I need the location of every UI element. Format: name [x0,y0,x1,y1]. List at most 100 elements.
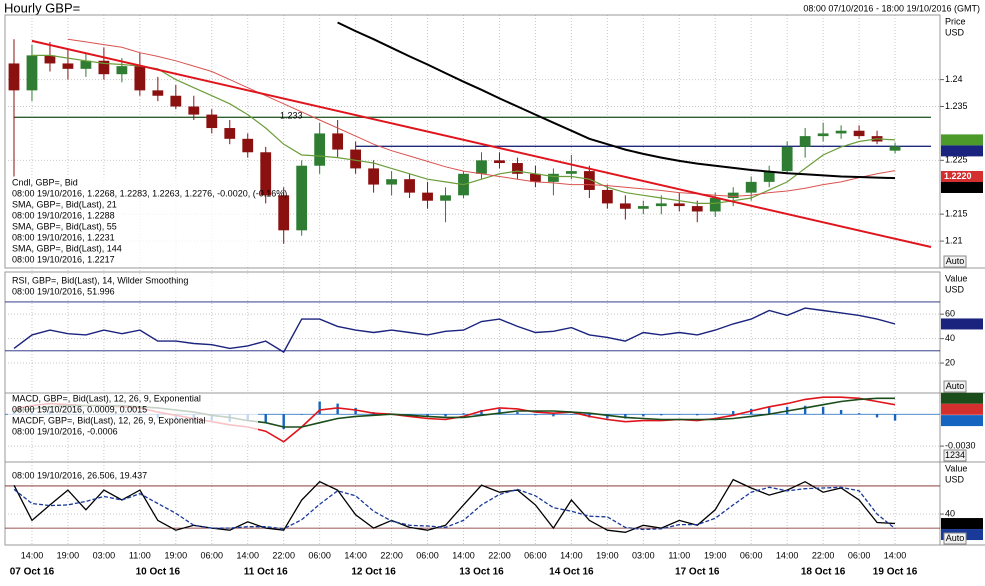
histogram-bar [264,414,267,423]
y-tick-label: 1.225 [945,155,968,165]
value-box [941,518,983,530]
legend-backdrop [8,232,258,244]
legend-text: Cndl, GBP=, Bid [12,177,78,187]
y-tick-label: 1.215 [945,209,968,219]
value-box [941,134,983,146]
candle-body [152,90,164,96]
legend-backdrop [8,470,258,482]
candle-body [799,136,811,147]
date-label: 12 Oct 16 [351,567,396,578]
histogram-bar [893,414,897,421]
y-axis-label: USD [945,474,965,484]
histogram-bar [606,414,609,419]
histogram-bar [875,414,879,418]
legend-text: 08:00 19/10/2016, 0.0009, 0.0015 [12,404,147,414]
x-tick-label: 14:00 [236,550,259,560]
histogram-bar [839,409,843,415]
scale-button-label: Auto [946,381,965,391]
y-tick-label: 40 [945,508,955,518]
candle-body [80,60,92,69]
histogram-bar [552,414,555,417]
candle-body [44,55,56,64]
legend-backdrop [8,177,258,189]
panel-frame [4,461,941,546]
legend-backdrop [8,210,258,222]
candle-body [260,152,272,196]
value-box [941,415,983,427]
trend-line [31,39,932,248]
series-line [13,307,896,354]
x-tick-label: 06:00 [848,550,871,560]
candle-body [386,179,397,185]
histogram-bar [534,414,537,416]
scale-button [943,449,967,462]
date-label: 13 Oct 16 [459,567,504,578]
legend-text: MACD, GBP=, Bid(Last), 12, 26, 9, Expone… [12,393,201,403]
histogram-bar [803,405,807,415]
candle-body [763,171,775,182]
candle-body [835,130,847,134]
candle-body [619,203,631,209]
legend-text: RSI, GBP=, Bid(Last), 14, Wilder Smoothi… [12,275,188,285]
date-label: 14 Oct 16 [549,567,594,578]
x-tick-label: 19:00 [704,550,727,560]
y-tick-label: 60 [945,309,955,319]
candle-body [530,173,541,182]
value-box [941,392,983,404]
candle-body [8,63,20,91]
x-tick-label: 06:00 [524,550,547,560]
legend-text: SMA, GBP=, Bid(Last), 55 [12,221,117,231]
x-tick-label: 14:00 [776,550,799,560]
legend-backdrop [8,275,258,287]
histogram-bar [696,414,699,416]
legend-backdrop [8,199,258,211]
candle-body [404,179,415,193]
legend-backdrop [8,404,258,416]
histogram-bar [821,406,825,415]
candle-body [314,133,326,166]
date-label: 19 Oct 16 [873,567,918,578]
candle-body [548,173,559,182]
legend-backdrop [8,415,258,427]
hline-label: 1.233 [280,111,303,121]
histogram-bar [498,408,501,415]
histogram-bar [570,414,573,415]
date-label: 10 Oct 16 [136,567,181,578]
histogram-bar [462,413,465,415]
candle-body [332,133,344,150]
histogram-bar [642,414,645,417]
candle-body [134,66,146,91]
legend-backdrop [8,188,258,200]
legend-backdrop [8,286,258,298]
y-tick-label: 20 [945,357,955,367]
date-label: 18 Oct 16 [801,567,846,578]
y-axis-label: USD [945,27,965,37]
chart-title: Hourly GBP= [4,0,80,15]
legend-text: 08:00 19/10/2016, 1.2217 [12,254,115,264]
series-line [337,21,896,180]
candle-body [745,181,757,193]
x-tick-label: 22:00 [272,550,295,560]
value-box [941,403,983,415]
histogram-bar [767,406,771,415]
scale-button [943,380,967,393]
legend-text: 08:00 19/10/2016, 1.2268, 1.2283, 1.2263… [12,188,287,198]
date-label: 07 Oct 16 [10,567,55,578]
x-tick-label: 06:00 [740,550,763,560]
candle-body [206,114,218,129]
histogram-bar [444,414,447,417]
legend-backdrop [8,221,258,233]
candle-body [440,195,451,201]
candle-body [62,63,74,69]
histogram-bar [480,409,483,415]
candle-body [637,206,649,209]
legend-text: 08:00 19/10/2016, 51.996 [12,286,115,296]
legend-text: 08:00 19/10/2016, 1.2231 [12,232,115,242]
y-axis-label: Value [945,273,967,283]
candle-body [494,160,505,164]
candle-body [709,198,721,212]
legend-text: 08:00 19/10/2016, -0.0006 [12,426,118,436]
date-label: 17 Oct 16 [675,567,720,578]
